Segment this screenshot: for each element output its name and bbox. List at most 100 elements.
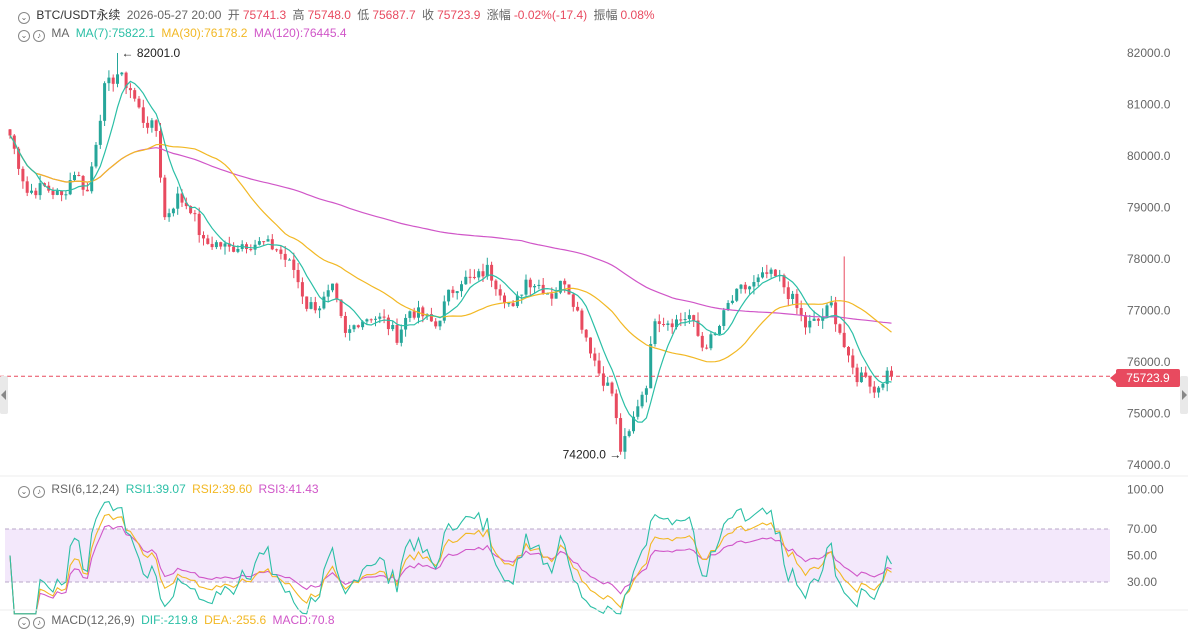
candle-body: [881, 383, 885, 388]
candle-body: [352, 325, 356, 330]
low-label: 低: [357, 8, 370, 22]
collapse-icon[interactable]: ⌄: [18, 12, 30, 24]
bell-icon[interactable]: ♪: [33, 30, 45, 42]
candle-body: [154, 120, 158, 131]
candle-body: [257, 241, 261, 245]
candle-body: [305, 296, 309, 309]
candle-body: [877, 387, 881, 393]
rsi2-line: [9, 513, 892, 615]
candle-body: [455, 291, 459, 294]
open-value: 75741.3: [242, 8, 287, 22]
amplitude-value: 0.08%: [620, 8, 655, 22]
candle-body: [606, 382, 610, 386]
candle-body: [343, 315, 347, 333]
candle-body: [236, 248, 240, 252]
candle-body: [825, 305, 829, 317]
candle-body: [42, 183, 46, 186]
candle-body: [481, 271, 485, 277]
candle-body: [34, 190, 38, 196]
candle-body: [490, 264, 494, 281]
ma120-line: [9, 135, 892, 324]
candle-body: [300, 282, 304, 297]
bell-icon[interactable]: ♪: [33, 486, 45, 498]
candle-body: [292, 259, 296, 270]
candle-body: [705, 347, 709, 349]
open-label: 开: [227, 8, 240, 22]
candle-body: [331, 283, 334, 291]
high-value: 75748.0: [307, 8, 351, 22]
candle-body: [408, 311, 412, 318]
candle-body: [55, 190, 59, 195]
ma-legend-name: MA: [51, 26, 70, 40]
candle-body: [632, 416, 635, 432]
candle-body: [184, 202, 188, 207]
right-scroll-handle[interactable]: [1180, 376, 1188, 414]
candle-body: [137, 98, 141, 108]
max-price-annotation: ← 82001.0: [122, 46, 181, 60]
candle-body: [524, 279, 528, 295]
candle-body: [812, 318, 816, 321]
candle-body: [90, 166, 94, 192]
ma30-line: [9, 135, 892, 363]
candle-body: [593, 353, 597, 361]
candle-body: [386, 317, 390, 330]
candle-body: [782, 275, 786, 288]
collapse-icon[interactable]: ⌄: [18, 486, 30, 498]
candle-body: [167, 213, 171, 218]
price-tick-label: 75000.0: [1127, 407, 1171, 421]
collapse-icon[interactable]: ⌄: [18, 617, 30, 629]
candle-body: [451, 289, 455, 294]
candle-body: [885, 370, 889, 384]
rsi3-line: [9, 524, 892, 615]
bell-icon[interactable]: ♪: [33, 617, 45, 629]
ma30-legend: MA(30):76178.2: [161, 26, 248, 40]
candle-body: [847, 346, 850, 356]
candle-body: [404, 317, 408, 330]
candle-body: [399, 329, 403, 343]
candle-body: [610, 382, 614, 394]
candle-body: [107, 77, 111, 84]
candle-body: [159, 130, 162, 178]
candle-body: [872, 386, 876, 393]
candle-body: [288, 259, 291, 261]
rsi-tick-label: 50.00: [1127, 549, 1157, 563]
candle-body: [679, 319, 683, 321]
candle-body: [558, 280, 562, 293]
candle-body: [730, 300, 734, 303]
candle-body: [279, 249, 283, 254]
candle-body: [38, 183, 42, 196]
candle-body: [111, 77, 115, 84]
candle-body: [537, 284, 541, 286]
candle-body: [412, 311, 416, 318]
candle-body: [859, 372, 863, 383]
candle-body: [429, 314, 433, 322]
candle-body: [339, 299, 343, 316]
candle-body: [283, 253, 287, 260]
candle-body: [180, 193, 184, 203]
candle-body: [434, 321, 438, 327]
candle-body: [503, 295, 506, 304]
rsi1-legend: RSI1:39.07: [125, 482, 186, 496]
candle-body: [128, 88, 132, 91]
candle-body: [675, 319, 678, 328]
candle-body: [726, 302, 730, 311]
rsi3-legend: RSI3:41.43: [258, 482, 319, 496]
price-tick-label: 76000.0: [1127, 355, 1171, 369]
candle-body: [816, 318, 820, 321]
candle-body: [141, 107, 145, 123]
left-scroll-handle[interactable]: [0, 376, 8, 414]
candle-body: [163, 177, 167, 218]
candle-body: [464, 276, 468, 285]
rsi-legend: ⌄ ♪ RSI(6,12,24) RSI1:39.07 RSI2:39.60 RS…: [18, 482, 322, 498]
candle-body: [709, 334, 713, 349]
candle-body: [834, 302, 838, 325]
candle-body: [563, 280, 567, 285]
macd-legend-value: MACD:70.8: [272, 613, 335, 627]
candle-body: [601, 373, 605, 386]
candle-body: [266, 239, 270, 242]
candle-body: [567, 284, 571, 295]
rsi-tick-label: 30.00: [1127, 575, 1157, 589]
collapse-icon[interactable]: ⌄: [18, 30, 30, 42]
candle-body: [614, 393, 618, 419]
